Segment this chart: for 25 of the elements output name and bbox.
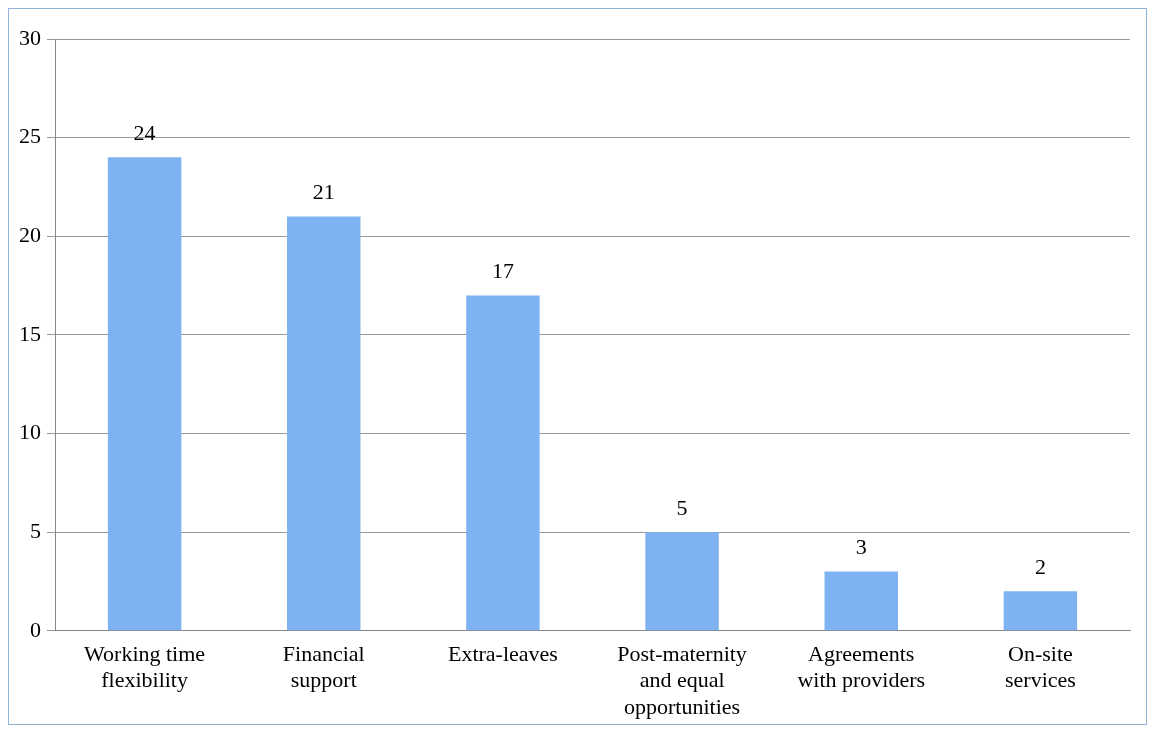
bar (645, 532, 719, 631)
x-tick-label: On-site services (1004, 640, 1076, 693)
y-tick-label: 10 (19, 419, 41, 445)
y-tick-label: 20 (19, 222, 41, 248)
data-label: 2 (1034, 554, 1046, 580)
bar (107, 157, 182, 631)
data-label: 24 (133, 120, 156, 146)
y-tick-label: 25 (19, 123, 41, 149)
x-tick-label: Working time flexibility (84, 640, 206, 693)
bar (1003, 591, 1078, 631)
bar (466, 295, 540, 631)
y-tick-label: 15 (19, 320, 41, 346)
x-tick-label: Agreements with providers (797, 640, 926, 693)
x-tick-label: Extra-leaves (447, 640, 558, 666)
y-tick-label: 30 (19, 24, 41, 50)
x-tick-label: Financial support (282, 640, 365, 693)
y-tick-label: 0 (30, 616, 41, 642)
x-tick-label: Post-maternity and equal opportunities (617, 640, 747, 719)
data-label: 17 (491, 258, 514, 284)
bar (824, 571, 898, 631)
bar (287, 216, 361, 631)
data-label: 5 (676, 494, 688, 520)
data-label: 3 (855, 534, 867, 560)
y-tick-label: 5 (30, 517, 41, 543)
data-label: 21 (312, 179, 335, 205)
